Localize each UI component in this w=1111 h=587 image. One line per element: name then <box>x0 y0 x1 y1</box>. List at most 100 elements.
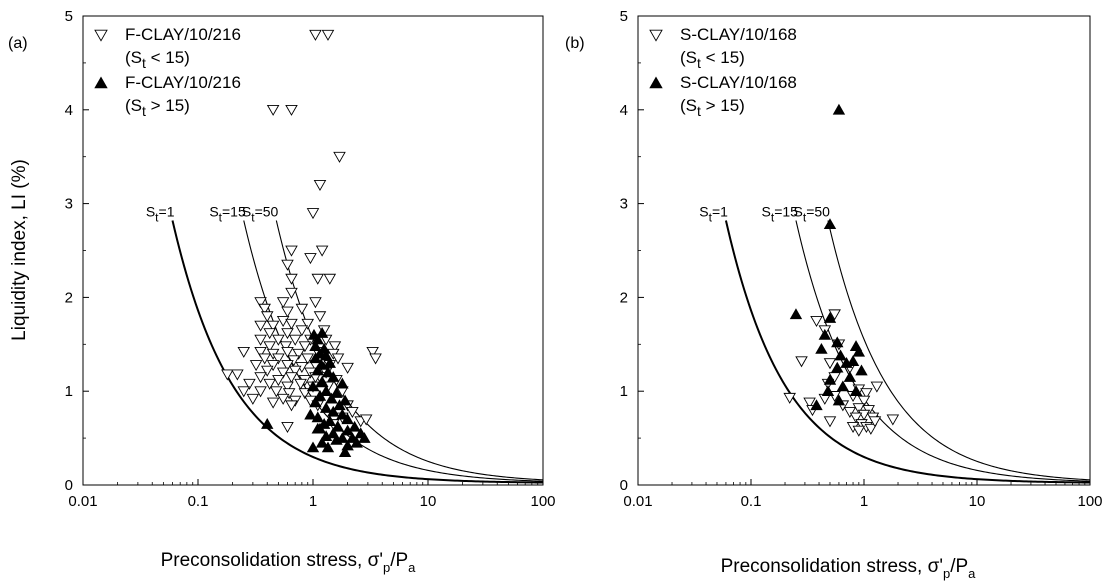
data-point-filled <box>836 380 850 392</box>
data-point-open <box>313 179 327 191</box>
x-axis-label-b-sub-p: p <box>943 566 950 581</box>
data-point-filled <box>831 336 844 348</box>
curve-label-sub: t <box>219 210 223 224</box>
x-tick-label: 100 <box>1077 493 1102 510</box>
data-point-open <box>281 360 294 372</box>
data-point-open <box>783 392 796 404</box>
curve-label: St=15 <box>209 203 246 224</box>
data-point-open <box>285 104 298 116</box>
panel-label-a: (a) <box>8 35 28 52</box>
data-point-filled <box>309 340 322 351</box>
legend-sublabel-sub: t <box>142 55 146 71</box>
data-point-filled <box>330 433 343 445</box>
legend-sublabel-main: (S <box>680 48 697 67</box>
data-point-filled <box>309 352 322 364</box>
sensitivity-curve <box>171 220 544 484</box>
x-axis-label-a-sub-p: p <box>383 560 390 575</box>
y-tick-label: 2 <box>65 289 73 306</box>
x-axis-label-a-slash: /P <box>390 550 408 571</box>
data-point-open <box>285 287 298 299</box>
legend-marker-open <box>94 29 108 42</box>
data-point-filled <box>832 394 846 406</box>
data-point-filled <box>341 424 354 436</box>
data-point-open <box>263 378 276 390</box>
legend-sublabel-suffix: < 15) <box>146 48 190 67</box>
data-point-open <box>258 303 271 315</box>
data-point-filled <box>331 420 345 432</box>
data-point-open <box>301 318 315 330</box>
data-point-filled <box>338 394 352 406</box>
data-point-open <box>295 325 309 337</box>
data-point-open <box>294 378 307 390</box>
y-tick-label: 4 <box>65 102 73 119</box>
curve-label-sub: t <box>771 210 775 224</box>
legend-sublabel: (St < 15) <box>125 48 190 71</box>
data-point-open <box>237 386 251 398</box>
x-axis-label-b-slash: /P <box>950 556 968 577</box>
data-point-open <box>272 375 285 387</box>
panel-label-b: (b) <box>565 35 585 52</box>
data-point-open <box>266 320 280 332</box>
data-point-open <box>254 297 267 309</box>
curve-label-main: S <box>209 203 218 219</box>
data-point-open <box>864 423 878 435</box>
data-point-open <box>276 393 290 405</box>
x-tick-label: 0.01 <box>623 493 652 510</box>
data-point-open <box>254 386 267 398</box>
curve-label-suffix: =1 <box>159 203 175 219</box>
data-point-open <box>323 273 337 285</box>
curve-label: St=50 <box>794 203 831 224</box>
data-point-open <box>843 406 857 418</box>
y-tick-label: 5 <box>620 8 628 25</box>
legend-sublabel: (St > 15) <box>125 96 190 119</box>
x-tick-label: 0.1 <box>741 493 762 510</box>
data-point-open <box>328 341 342 353</box>
data-point-filled <box>315 327 329 338</box>
data-point-open <box>359 414 373 426</box>
curve-label-suffix: =50 <box>255 203 279 219</box>
data-point-filled <box>325 392 338 404</box>
legend-sublabel-main: (S <box>125 48 142 67</box>
data-point-open <box>246 393 260 405</box>
data-point-open <box>301 353 315 365</box>
data-point-filled <box>348 420 361 432</box>
data-point-filled <box>855 364 868 376</box>
data-point-filled <box>261 417 274 429</box>
legend-sublabel-suffix: > 15) <box>701 96 745 115</box>
data-point-open <box>313 311 327 323</box>
data-point-open <box>298 341 312 353</box>
legend-marker-filled <box>649 76 663 89</box>
legend-sublabel-sub: t <box>142 103 146 119</box>
data-point-filled <box>849 385 863 397</box>
data-point-open <box>266 104 280 116</box>
data-point-filled <box>350 436 363 448</box>
data-point-filled <box>306 441 320 453</box>
data-point-open <box>288 334 302 346</box>
data-point-open <box>810 316 823 327</box>
curve-label-suffix: =50 <box>806 203 830 219</box>
x-tick-label: 10 <box>969 493 986 510</box>
y-tick-label: 4 <box>620 102 628 119</box>
curve-label-sub: t <box>155 210 159 224</box>
legend-sublabel: (St > 15) <box>680 96 745 119</box>
data-point-open <box>288 365 302 377</box>
data-point-filled <box>327 371 340 382</box>
data-point-open <box>366 346 379 358</box>
curve-label-main: S <box>242 203 251 219</box>
data-point-open <box>823 358 837 370</box>
data-point-open <box>868 416 882 428</box>
curve-label-suffix: =15 <box>222 203 246 219</box>
data-point-open <box>263 341 276 353</box>
legend-sublabel-suffix: < 15) <box>701 48 745 67</box>
data-point-filled <box>319 430 333 442</box>
data-point-filled <box>330 387 343 398</box>
data-point-open <box>285 245 298 257</box>
data-point-open <box>306 208 320 220</box>
data-point-open <box>281 259 294 271</box>
data-point-filled <box>821 385 835 397</box>
data-point-open <box>266 360 280 372</box>
data-point-filled <box>333 399 346 411</box>
y-tick-label: 1 <box>65 383 73 400</box>
